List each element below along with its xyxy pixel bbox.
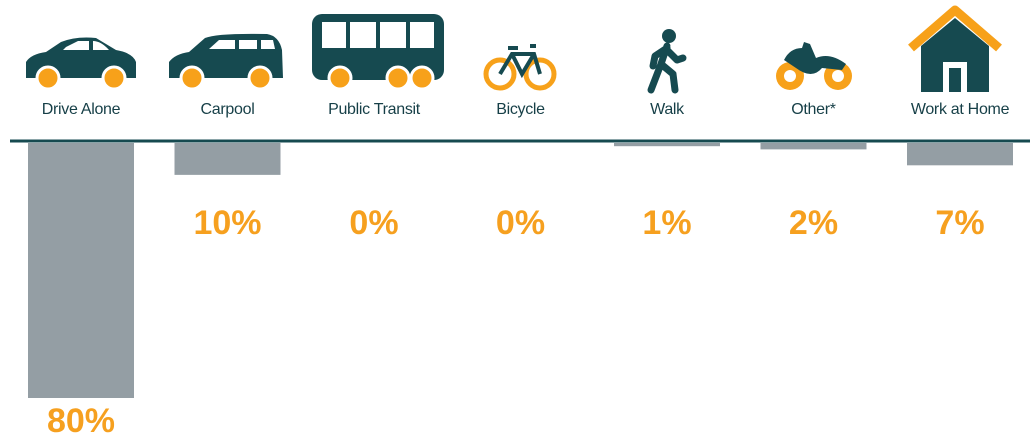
category-label: Walk [650,101,685,118]
value-label: 2% [789,204,838,242]
category-label: Work at Home [911,101,1010,118]
bar [907,143,1013,166]
icon-van [169,33,283,91]
value-label: 80% [47,402,115,440]
icons [26,5,1002,94]
bar [28,143,134,398]
category-label: Bicycle [496,101,545,118]
category-label: Public Transit [328,101,421,118]
icon-walk [647,29,687,94]
value-label: 0% [349,204,398,242]
icon-bicycle [483,44,557,91]
value-label: 7% [935,204,984,242]
icon-motorcycle [776,42,852,90]
icon-home [908,5,1002,92]
category-label: Drive Alone [42,101,121,118]
bar [174,143,281,175]
category-label: Other* [791,101,836,118]
category-label: Carpool [201,101,255,118]
value-label: 10% [193,204,261,242]
icon-car [26,37,136,91]
bar [614,143,720,147]
icon-bus [312,14,444,91]
value-label: 0% [496,204,545,242]
bar [760,143,867,150]
value-label: 1% [642,204,691,242]
